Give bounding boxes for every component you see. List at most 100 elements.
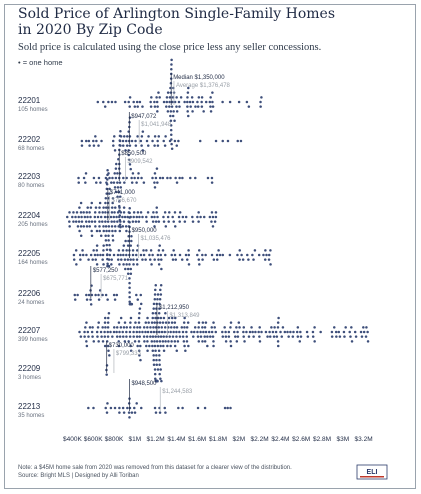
- home-dot: [238, 249, 241, 252]
- home-dot: [201, 340, 204, 343]
- home-dot: [123, 258, 127, 261]
- home-dot: [130, 302, 134, 306]
- home-dot: [170, 58, 173, 62]
- home-dot: [213, 220, 217, 223]
- home-dot: [87, 258, 90, 261]
- home-dot: [163, 211, 167, 214]
- home-dot: [109, 406, 113, 410]
- note-line: Note: a $45M home sale from 2020 was rem…: [18, 465, 292, 471]
- home-dot: [85, 225, 89, 228]
- home-dot: [178, 220, 181, 223]
- home-dot: [135, 249, 139, 252]
- home-dot: [145, 344, 148, 348]
- home-dot: [208, 100, 212, 104]
- home-dot: [136, 176, 140, 180]
- home-dot: [210, 220, 213, 223]
- home-dot: [292, 330, 295, 334]
- home-dot: [152, 363, 156, 367]
- home-dot: [149, 335, 152, 338]
- home-dot: [170, 326, 173, 329]
- home-dot: [115, 162, 118, 166]
- home-dot: [171, 114, 175, 118]
- home-dot: [211, 215, 215, 219]
- home-dot: [165, 100, 169, 104]
- home-dot: [112, 144, 115, 147]
- home-dot: [186, 105, 189, 108]
- home-dot: [168, 96, 172, 99]
- home-dot: [104, 220, 107, 223]
- home-dot: [187, 253, 191, 257]
- home-dot: [97, 293, 100, 297]
- home-dot: [209, 110, 213, 113]
- home-dot: [87, 406, 90, 410]
- home-dot: [77, 215, 80, 219]
- home-dot: [96, 326, 100, 329]
- home-dot: [159, 368, 162, 371]
- home-dot: [196, 105, 200, 108]
- home-dot: [68, 220, 71, 223]
- home-dot: [113, 172, 116, 175]
- home-dot: [119, 316, 123, 320]
- home-count-label: 205 homes: [18, 222, 48, 228]
- home-dot: [130, 411, 134, 414]
- home-dot: [108, 176, 111, 180]
- home-dot: [192, 330, 196, 334]
- home-dot: [338, 335, 342, 338]
- home-dot: [117, 249, 121, 252]
- median-label: $730,000: [109, 343, 135, 349]
- home-dot: [74, 215, 77, 219]
- home-dot: [153, 258, 156, 261]
- home-dot: [158, 307, 161, 310]
- home-dot: [164, 225, 168, 228]
- home-dot: [210, 330, 214, 334]
- home-dot: [138, 354, 141, 357]
- home-dot: [199, 330, 202, 334]
- home-dot: [133, 340, 137, 343]
- home-dot: [128, 286, 131, 290]
- home-dot: [157, 335, 160, 338]
- zip-label: 22206: [18, 289, 41, 298]
- home-dot: [263, 258, 267, 261]
- home-dot: [193, 326, 197, 329]
- home-dot: [279, 330, 282, 334]
- home-dot: [161, 340, 165, 343]
- home-dot: [210, 181, 214, 184]
- home-dot: [107, 225, 111, 228]
- home-dot: [267, 253, 271, 257]
- home-dot: [165, 105, 168, 108]
- home-dot: [86, 206, 89, 209]
- home-dot: [170, 67, 173, 71]
- average-label: $1,035,476: [140, 236, 171, 242]
- home-dot: [108, 243, 111, 247]
- home-dot: [125, 263, 128, 266]
- home-dot: [72, 211, 75, 214]
- x-tick-label: $1M: [128, 436, 141, 443]
- home-dot: [202, 330, 205, 334]
- home-dot: [168, 211, 171, 214]
- home-dot: [126, 267, 130, 271]
- home-dot: [362, 326, 365, 329]
- home-dot: [118, 335, 122, 338]
- home-dot: [169, 330, 172, 334]
- home-dot: [265, 253, 268, 257]
- home-dot: [137, 321, 141, 324]
- home-dot: [107, 349, 110, 352]
- home-count-label: 164 homes: [18, 260, 48, 266]
- home-dot: [137, 349, 141, 352]
- home-dot: [236, 330, 239, 334]
- home-dot: [107, 100, 110, 104]
- median-label: $577,250: [93, 268, 119, 274]
- home-dot: [110, 263, 113, 266]
- home-dot: [132, 215, 135, 219]
- home-dot: [117, 344, 121, 348]
- home-dot: [164, 411, 167, 414]
- home-dot: [94, 135, 97, 138]
- home-dot: [158, 176, 162, 180]
- home-dot: [139, 139, 143, 143]
- home-dot: [92, 406, 95, 410]
- home-dot: [177, 139, 180, 143]
- home-dot: [118, 134, 122, 138]
- home-dot: [121, 225, 125, 228]
- home-dot: [142, 253, 146, 257]
